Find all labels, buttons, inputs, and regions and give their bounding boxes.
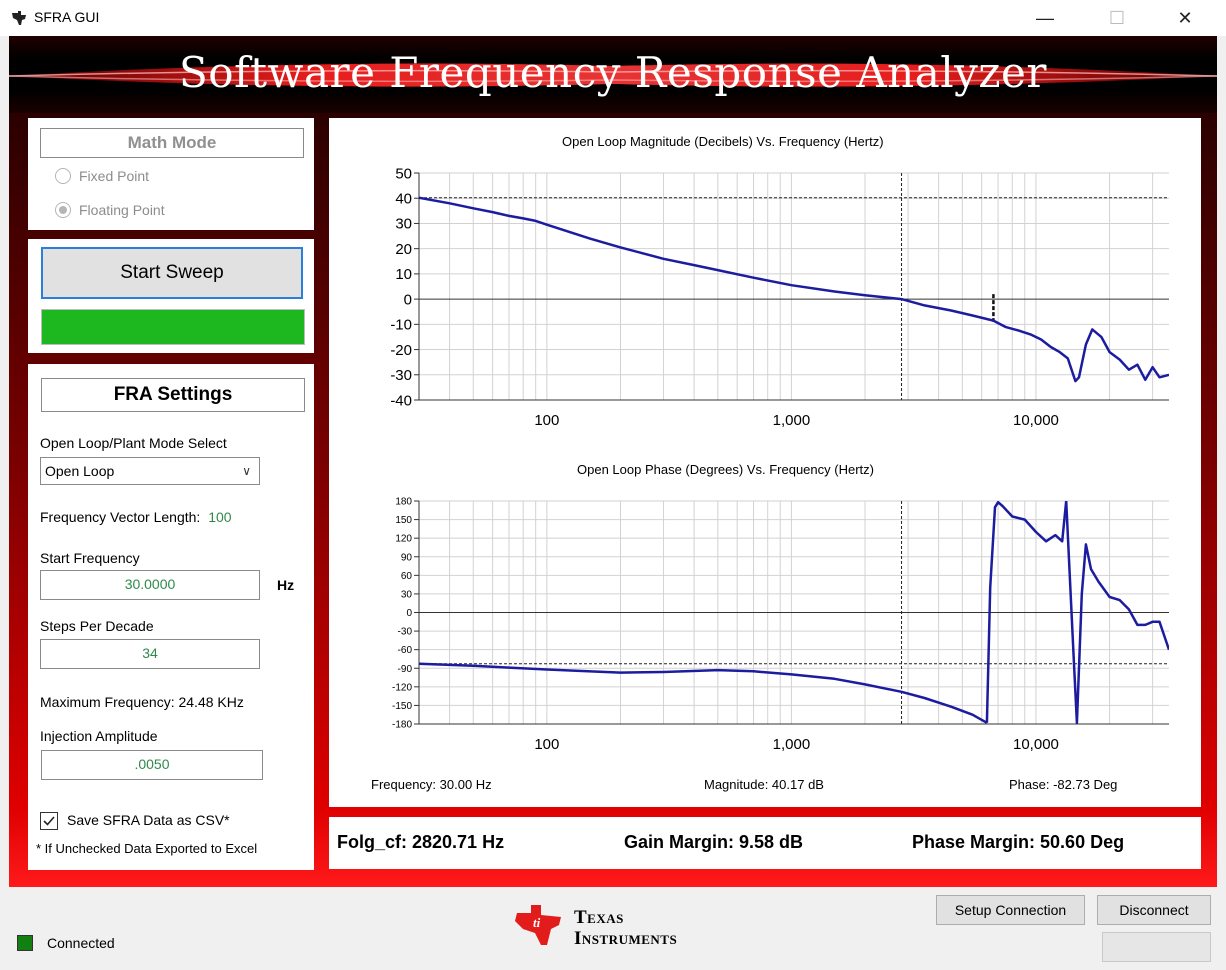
connection-status-text: Connected [47,935,115,951]
phase-y-tick-label: 30 [401,589,413,600]
maximize-button[interactable]: ☐ [1108,8,1126,28]
phase-x-tick-label: 100 [534,736,559,753]
start-frequency-label: Start Frequency [40,550,140,566]
start-sweep-button[interactable]: Start Sweep [41,247,303,299]
gain-margin-value: Gain Margin: 9.58 dB [624,832,804,852]
magnitude-x-tick-label: 1,000 [773,412,811,429]
fra-settings-panel: FRA Settings Open Loop/Plant Mode Select… [28,364,314,870]
phase-y-tick-label: 180 [395,497,412,508]
main-area: Math Mode Fixed Point Floating Point Sta… [9,113,1217,887]
phase-chart-title: Open Loop Phase (Degrees) Vs. Frequency … [577,462,874,477]
steps-per-decade-label: Steps Per Decade [40,618,154,634]
frequency-readout: Frequency: 30.00 Hz [371,777,492,792]
injection-amplitude-label: Injection Amplitude [40,728,158,744]
magnitude-y-tick-label: -10 [390,317,412,334]
phase-readout: Phase: -82.73 Deg [1009,777,1118,792]
app-banner: Software Frequency Response Analyzer [9,36,1217,113]
steps-per-decade-input[interactable]: 34 [40,639,260,669]
chevron-down-icon: ∨ [242,464,251,478]
sweep-panel: Start Sweep [28,239,314,353]
bode-chart-panel: Open Loop Magnitude (Decibels) Vs. Frequ… [329,118,1201,807]
start-frequency-input[interactable]: 30.0000 [40,570,260,600]
math-mode-panel: Math Mode Fixed Point Floating Point [28,118,314,230]
phase-margin-value: Phase Margin: 50.60 Deg [912,832,1125,852]
save-csv-checkbox[interactable] [40,812,58,830]
magnitude-readout: Magnitude: 40.17 dB [704,777,824,792]
texas-instruments-logo-icon: ti [515,905,561,945]
phase-series-line [985,500,1068,723]
status-footer: Connected ti Texas Instruments Setup Con… [0,887,1226,970]
logo-text-line2: Instruments [574,928,678,949]
disconnect-button[interactable]: Disconnect [1097,895,1211,925]
connection-status-icon [17,935,33,951]
ti-logo-icon [12,11,26,25]
phase-y-tick-label: 150 [395,515,412,526]
svg-text:ti: ti [533,915,541,930]
phase-y-tick-label: -60 [398,645,413,656]
radio-floating-point[interactable]: Floating Point [55,202,165,218]
sweep-progress-bar [41,309,305,345]
save-csv-label: Save SFRA Data as CSV* [67,812,230,828]
mode-select-value: Open Loop [45,463,115,479]
checkmark-icon [43,816,55,826]
phase-y-tick-label: 60 [401,571,413,582]
magnitude-y-tick-label: 0 [404,291,412,308]
stability-summary-bar: Folg_cf: 2820.71 Hz Gain Margin: 9.58 dB… [329,817,1201,869]
phase-x-tick-label: 1,000 [773,736,811,753]
window-titlebar: SFRA GUI — ☐ ✕ [0,0,1226,36]
magnitude-x-tick-label: 100 [534,412,559,429]
phase-x-tick-label: 10,000 [1013,736,1059,753]
save-csv-note: * If Unchecked Data Exported to Excel [36,841,258,856]
magnitude-y-tick-label: 40 [395,190,412,207]
max-frequency-value: 24.48 KHz [178,694,244,710]
magnitude-y-tick-label: -40 [390,392,412,409]
vector-length-value: 100 [208,509,232,525]
setup-connection-button[interactable]: Setup Connection [936,895,1085,925]
injection-amplitude-input[interactable]: .0050 [41,750,263,780]
radio-fixed-point[interactable]: Fixed Point [55,168,149,184]
phase-y-tick-label: -180 [392,720,412,731]
phase-series-line [1064,500,1169,725]
phase-y-tick-label: 0 [406,608,412,619]
math-mode-title: Math Mode [40,128,304,158]
mode-select-label: Open Loop/Plant Mode Select [40,435,227,451]
sweep-progress-fill [42,310,304,344]
vector-length-label: Frequency Vector Length: 100 [40,509,232,525]
magnitude-y-tick-label: 50 [395,165,412,182]
magnitude-y-tick-label: 10 [395,266,412,283]
close-button[interactable]: ✕ [1177,8,1193,28]
magnitude-y-tick-label: -20 [390,342,412,359]
phase-y-tick-label: -30 [398,627,413,638]
minimize-button[interactable]: — [1036,8,1054,28]
magnitude-y-tick-label: -30 [390,367,412,384]
radio-label: Floating Point [79,202,165,218]
phase-y-tick-label: -120 [392,682,412,693]
window-title: SFRA GUI [34,9,100,25]
phase-y-tick-label: 120 [395,534,412,545]
blank-status-field [1102,932,1211,962]
phase-series-line [419,662,988,724]
banner-decoration [9,63,1217,87]
magnitude-series-line [419,196,1169,383]
max-frequency-label: Maximum Frequency: 24.48 KHz [40,694,244,710]
fra-settings-title: FRA Settings [41,378,305,412]
radio-icon [55,168,71,184]
radio-label: Fixed Point [79,168,150,184]
magnitude-y-tick-label: 30 [395,216,412,233]
folg-cf-value: Folg_cf: 2820.71 Hz [337,832,505,852]
mode-select[interactable]: Open Loop ∨ [40,457,260,485]
magnitude-chart-title: Open Loop Magnitude (Decibels) Vs. Frequ… [562,134,884,149]
phase-y-tick-label: 90 [401,552,413,563]
logo-text-line1: Texas [574,907,624,928]
start-frequency-unit: Hz [277,577,295,593]
magnitude-y-tick-label: 20 [395,241,412,258]
magnitude-x-tick-label: 10,000 [1013,412,1059,429]
phase-y-tick-label: -90 [398,664,413,675]
phase-y-tick-label: -150 [392,701,412,712]
radio-icon [55,202,71,218]
banner-title: Software Frequency Response Analyzer [179,48,1047,97]
